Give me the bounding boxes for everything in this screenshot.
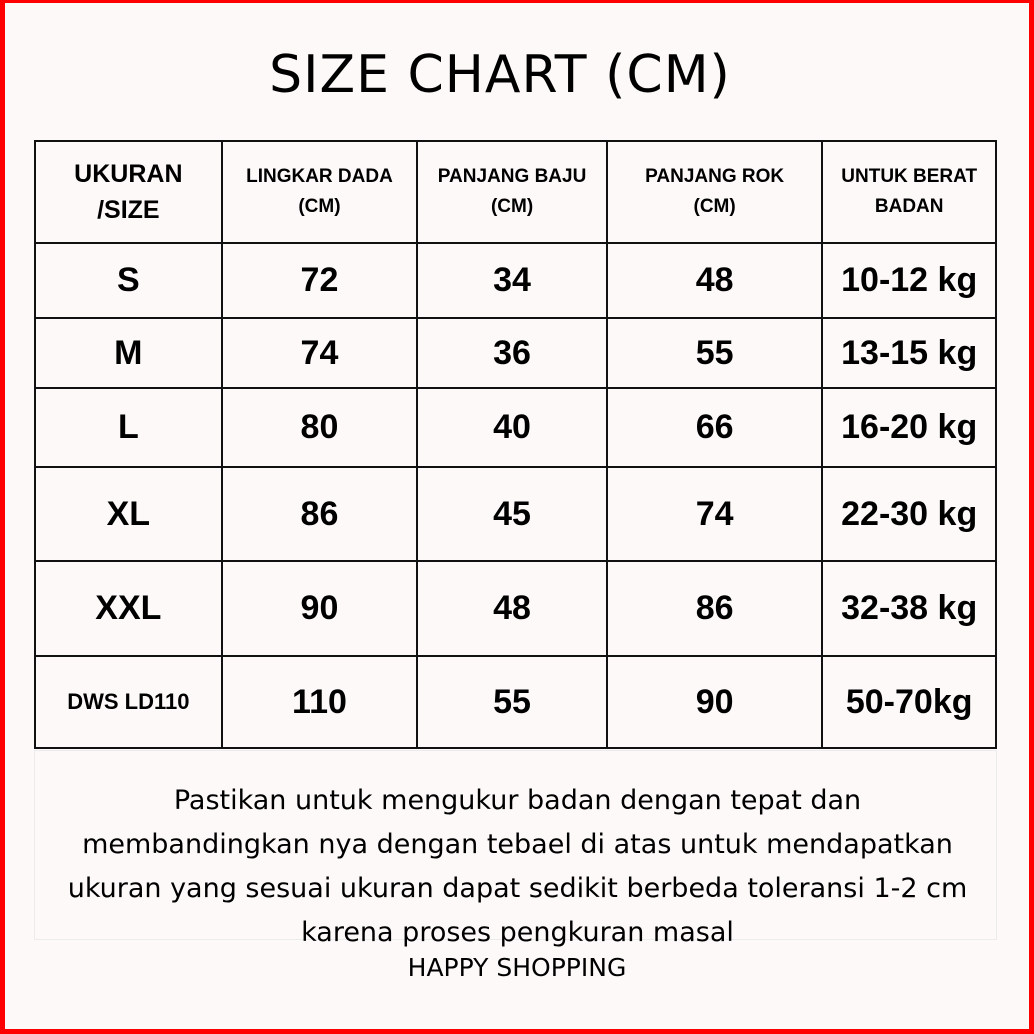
cell-shirt-length: 45 xyxy=(416,466,608,562)
cell-skirt-length: 90 xyxy=(605,655,824,749)
cell-chest: 80 xyxy=(220,387,419,468)
cell-size: M xyxy=(34,317,223,389)
cell-weight: 32-38 kg xyxy=(821,560,997,657)
cell-shirt-length: 36 xyxy=(416,317,608,389)
cell-size: DWS LD110 xyxy=(34,655,223,749)
cell-weight: 13-15 kg xyxy=(821,317,997,389)
cell-weight: 16-20 kg xyxy=(821,387,997,468)
cell-chest: 74 xyxy=(220,317,419,389)
note-box: Pastikan untuk mengukur badan dengan tep… xyxy=(34,750,997,948)
cell-skirt-length: 48 xyxy=(605,242,824,319)
cell-size: L xyxy=(34,387,223,468)
table-row: XL 86 45 74 22-30 kg xyxy=(34,466,997,562)
cell-chest: 72 xyxy=(220,242,419,319)
header-row: UKURAN/SIZE LINGKAR DADA (CM) PANJANG BAJ… xyxy=(34,140,997,244)
cell-chest: 110 xyxy=(220,655,419,749)
table-row: L 80 40 66 16-20 kg xyxy=(34,387,997,468)
cell-shirt-length: 55 xyxy=(416,655,608,749)
table-row: M 74 36 55 13-15 kg xyxy=(34,317,997,389)
header-shirt-length: PANJANG BAJU (CM) xyxy=(416,140,608,244)
cell-shirt-length: 34 xyxy=(416,242,608,319)
cell-size: XXL xyxy=(34,560,223,657)
table-row: DWS LD110 110 55 90 50-70kg xyxy=(34,655,997,749)
footer-text: HAPPY SHOPPING xyxy=(407,953,627,982)
header-size: UKURAN/SIZE xyxy=(34,140,223,244)
cell-weight: 10-12 kg xyxy=(821,242,997,319)
note-text: Pastikan untuk mengukur badan dengan tep… xyxy=(67,785,968,948)
cell-shirt-length: 40 xyxy=(416,387,608,468)
header-skirt-length: PANJANG ROK (CM) xyxy=(605,140,824,244)
table-row: S 72 34 48 10-12 kg xyxy=(34,242,997,319)
cell-weight: 50-70kg xyxy=(821,655,997,749)
cell-shirt-length: 48 xyxy=(416,560,608,657)
header-chest: LINGKAR DADA (CM) xyxy=(220,140,419,244)
page-title: SIZE CHART (CM) xyxy=(269,45,731,105)
header-weight: UNTUK BERAT BADAN xyxy=(821,140,997,244)
size-chart-table: UKURAN/SIZE LINGKAR DADA (CM) PANJANG BAJ… xyxy=(34,140,997,749)
cell-skirt-length: 66 xyxy=(605,387,824,468)
cell-size: S xyxy=(34,242,223,319)
cell-weight: 22-30 kg xyxy=(821,466,997,562)
table-row: XXL 90 48 86 32-38 kg xyxy=(34,560,997,657)
cell-size: XL xyxy=(34,466,223,562)
cell-chest: 86 xyxy=(220,466,419,562)
cell-skirt-length: 74 xyxy=(605,466,824,562)
cell-skirt-length: 86 xyxy=(605,560,824,657)
cell-skirt-length: 55 xyxy=(605,317,824,389)
cell-chest: 90 xyxy=(220,560,419,657)
